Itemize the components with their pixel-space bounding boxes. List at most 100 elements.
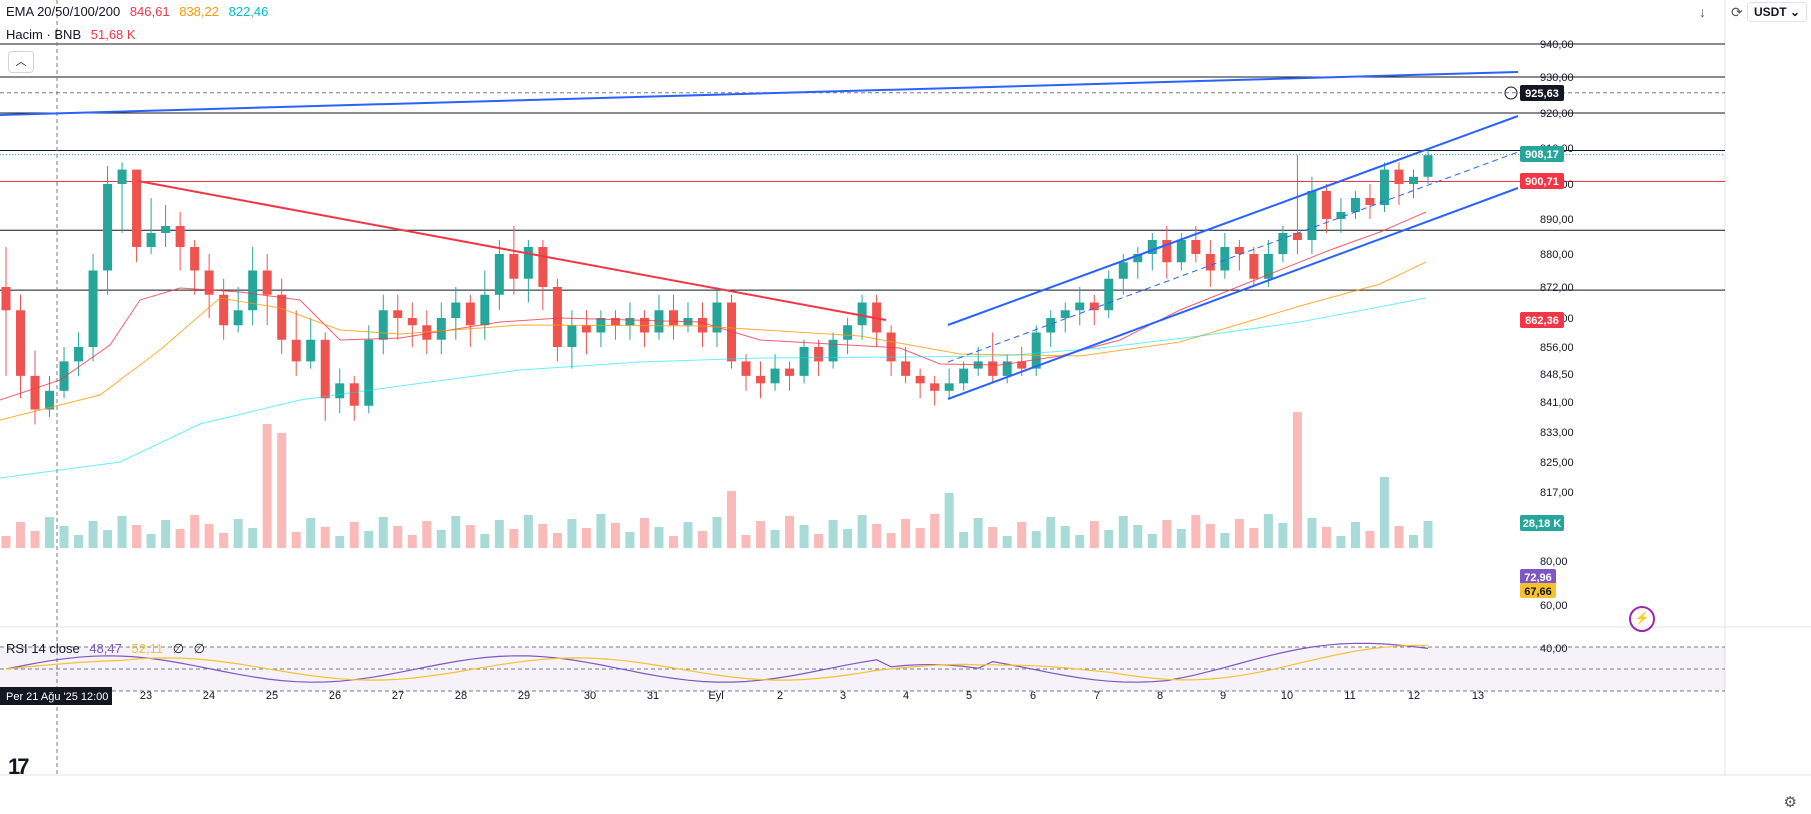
rsi-tick-label-1: 60,00 [1540,600,1568,612]
candle-62 [901,361,911,376]
rsi-label: RSI 14 close [6,641,80,656]
volume-bar-88 [1278,523,1288,548]
candle-5 [74,347,84,362]
volume-bar-56 [814,534,824,548]
candle-94 [1365,198,1375,205]
volume-bar-77 [1118,516,1128,548]
lightning-icon[interactable]: ⚡ [1629,606,1655,632]
candle-58 [843,325,853,340]
candle-64 [930,383,940,391]
volume-bar-62 [901,519,911,548]
channel-mid [947,151,1519,363]
candle-71 [1031,332,1041,369]
rsi-label-1: 67,66 [1524,586,1552,598]
candle-96 [1394,169,1404,184]
volume-bar-14 [204,524,214,548]
candle-21 [306,339,316,362]
rsi-empty-1: ∅ [172,641,185,656]
candle-38 [552,287,562,347]
candle-97 [1408,176,1418,184]
volume-bar-31 [451,516,461,548]
time-tick-label-14: 6 [1030,690,1036,702]
volume-bar-64 [930,514,940,548]
volume-bar-48 [697,531,707,548]
candle-39 [567,325,577,347]
candle-2 [30,375,40,410]
candle-75 [1089,302,1099,311]
volume-bar-69 [1002,536,1012,548]
volume-bar-55 [799,525,809,548]
volume-bar-44 [639,518,649,548]
volume-legend: Hacim · BNB 51,68 K [6,27,142,43]
volume-bar-96 [1394,526,1404,548]
volume-bar-50 [727,491,737,548]
candle-7 [103,184,113,271]
volume-bar-40 [581,528,591,548]
volume-bar-35 [509,529,519,548]
volume-label: Hacim · BNB [6,27,82,42]
volume-bar-47 [683,522,693,548]
volume-bar-57 [828,520,838,548]
ema-20-line [0,211,1427,401]
time-tick-label-0: 23 [140,690,152,702]
rsi-legend: RSI 14 close 48,47 52,11 ∅ ∅ [6,641,211,657]
volume-bar-38 [552,533,562,548]
price-tick-label-12: 833,00 [1540,427,1574,439]
candle-37 [538,247,548,287]
gear-icon[interactable]: ⚙ [1783,794,1797,811]
volume-bar-10 [146,534,156,548]
volume-bar-39 [567,519,577,548]
volume-bar-98 [1423,521,1433,548]
candle-74 [1075,302,1085,311]
candle-52 [756,375,766,384]
rsi-label-0: 72,96 [1524,572,1552,584]
volume-bar-72 [1046,517,1056,548]
currency-select[interactable]: USDT ⌄ [1746,2,1807,22]
time-tick-label-9: Eyl [708,690,723,702]
candle-18 [262,270,272,295]
time-tick-label-10: 2 [777,690,783,702]
volume-bar-46 [668,536,678,548]
volume-bar-94 [1365,531,1375,548]
volume-bar-71 [1031,531,1041,548]
candle-22 [320,339,330,399]
candle-14 [204,270,214,295]
volume-bar-87 [1263,514,1273,548]
candle-27 [393,310,403,318]
plus-circle-icon [1504,86,1518,100]
rsi-line [5,642,1429,683]
volume-bar-97 [1408,535,1418,548]
volume-bar-3 [45,517,55,548]
download-icon[interactable]: ↓ [1699,4,1706,20]
collapse-legend-button[interactable]: ︿ [8,51,34,73]
volume-bar-13 [190,515,200,548]
price-tick-label-1: 930,00 [1540,72,1574,84]
time-tick-label-18: 10 [1281,690,1293,702]
candle-42 [610,318,620,326]
volume-bar-0 [1,536,11,548]
volume-bar-52 [756,521,766,548]
candle-30 [436,318,446,340]
candle-29 [422,325,432,340]
time-tick-label-19: 11 [1344,690,1355,702]
volume-bar-17 [248,528,258,548]
candle-25 [364,339,374,406]
price-label-bg-0 [1520,85,1564,101]
volume-bar-16 [233,519,243,548]
ema-100-line [0,297,1427,479]
candle-68 [988,361,998,376]
volume-bar-84 [1220,533,1230,548]
volume-bar-20 [291,532,301,548]
refresh-icon[interactable]: ⟳ [1731,4,1743,20]
candle-86 [1249,254,1259,279]
rsi-label-bg-0 [1520,569,1556,584]
price-label-4: 28,18 K [1523,518,1562,530]
volume-bar-85 [1234,519,1244,548]
volume-bar-53 [770,530,780,548]
candle-33 [480,294,490,326]
volume-bar-78 [1133,525,1143,548]
volume-bar-54 [785,516,795,548]
volume-bar-33 [480,534,490,548]
volume-bar-1 [16,522,26,548]
